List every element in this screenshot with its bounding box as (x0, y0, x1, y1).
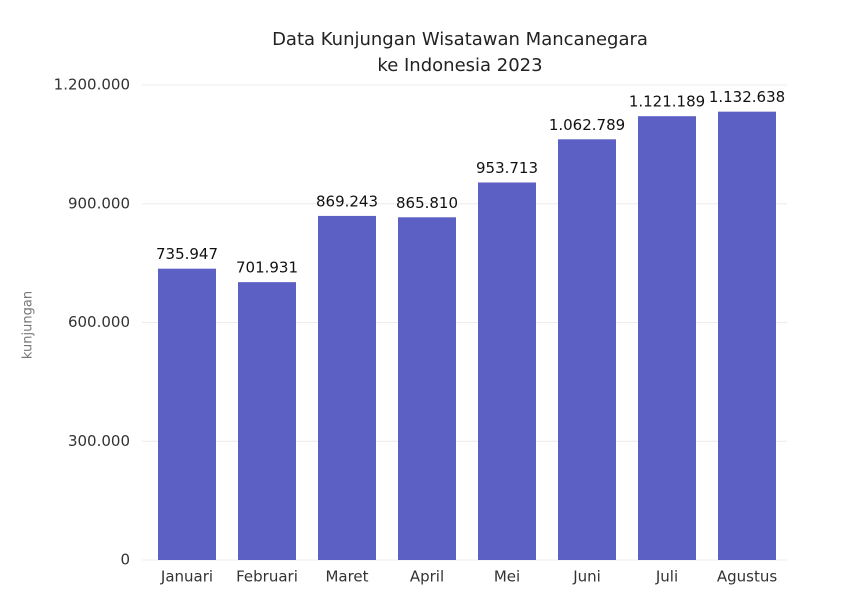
x-tick-label: Agustus (717, 568, 777, 586)
bar (718, 111, 776, 560)
y-tick-label: 600.000 (68, 313, 130, 331)
value-label: 1.062.789 (549, 116, 625, 134)
value-label: 735.947 (156, 245, 218, 263)
x-tick-label: April (410, 568, 444, 586)
x-tick-label: Februari (236, 568, 298, 586)
x-tick-label: Juli (655, 568, 678, 586)
bar (318, 215, 376, 560)
x-tick-label: Juni (572, 568, 601, 586)
y-tick-label: 900.000 (68, 194, 130, 212)
bar (558, 139, 616, 560)
bar (398, 217, 456, 560)
bar (158, 268, 216, 560)
value-label: 869.243 (316, 192, 378, 210)
value-label: 865.810 (396, 194, 458, 212)
chart-title-line: Data Kunjungan Wisatawan Mancanegara (272, 29, 648, 50)
y-tick-label: 0 (120, 551, 130, 569)
value-label: 1.132.638 (709, 88, 785, 106)
x-tick-label: Januari (160, 568, 213, 586)
bar (238, 282, 296, 560)
value-label: 953.713 (476, 159, 538, 177)
chart-title-line: ke Indonesia 2023 (377, 55, 542, 76)
bar (638, 116, 696, 561)
bar (478, 182, 536, 561)
x-tick-label: Maret (325, 568, 368, 586)
y-axis-label: kunjungan (21, 291, 36, 359)
x-tick-label: Mei (494, 568, 520, 586)
value-label: 701.931 (236, 259, 298, 277)
y-tick-label: 300.000 (68, 432, 130, 450)
value-label: 1.121.189 (629, 93, 705, 111)
y-tick-label: 1.200.000 (54, 76, 130, 94)
